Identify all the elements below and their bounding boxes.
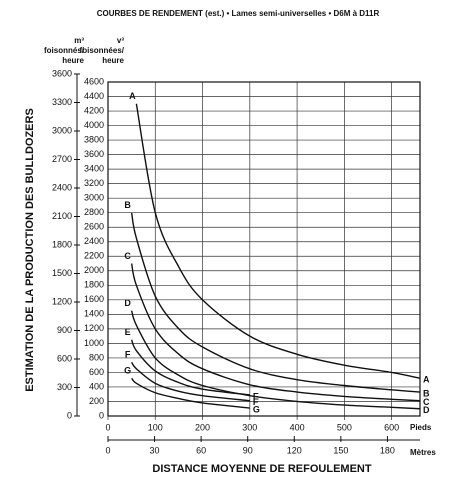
y-tick-label: 4400 xyxy=(84,91,104,101)
y-tick-label: 1400 xyxy=(84,309,104,319)
y-tick-label: 2000 xyxy=(84,265,104,275)
y2-unit-label: m³ foisonnés/ heure xyxy=(43,36,84,65)
curve-end-label: B xyxy=(423,388,430,398)
curve-label: D xyxy=(124,298,131,308)
y-tick-label: 3000 xyxy=(84,193,104,203)
y-tick-label: 3200 xyxy=(84,178,104,188)
x2-tick-label: 0 xyxy=(105,445,110,455)
x-tick-label: 100 xyxy=(148,422,163,432)
y-tick-label: 1600 xyxy=(84,294,104,304)
curve-end-label: A xyxy=(423,375,430,385)
curve-label: G xyxy=(124,366,131,376)
y-unit: v³ foisonnées/ heure xyxy=(79,36,124,65)
x2-tick-label: 180 xyxy=(380,445,395,455)
x2-tick-label: 30 xyxy=(150,445,160,455)
y2-tick-label: 1500 xyxy=(52,268,72,278)
x-tick-label: 200 xyxy=(195,422,210,432)
x2-tick-label: 120 xyxy=(287,445,302,455)
y-tick-label: 2600 xyxy=(84,222,104,232)
y2-tick-label: 0 xyxy=(67,410,72,420)
y-tick-label: 1000 xyxy=(84,338,104,348)
y-tick-label: 600 xyxy=(89,367,104,377)
x2-tick-label: 150 xyxy=(333,445,348,455)
y-tick-label: 1800 xyxy=(84,280,104,290)
curve-label: F xyxy=(125,350,131,360)
x-tick-label: 500 xyxy=(337,422,352,432)
y2-tick-label: 1200 xyxy=(52,296,72,306)
y2-tick-label: 3600 xyxy=(52,68,72,78)
y2-tick-label: 3300 xyxy=(52,97,72,107)
y-tick-label: 4600 xyxy=(84,76,104,86)
curve xyxy=(131,361,250,402)
y-tick-label: 800 xyxy=(89,352,104,362)
y2-tick-label: 2100 xyxy=(52,211,72,221)
y-tick-label: 400 xyxy=(89,381,104,391)
y-unit-label: v³ foisonnées/ heure xyxy=(79,36,124,65)
curve-end-label: E xyxy=(253,391,259,401)
y2-unit: m³ foisonnés/ heure xyxy=(43,36,84,65)
curve-label: B xyxy=(124,200,131,210)
curve-label: E xyxy=(125,327,131,337)
y2-tick-label: 300 xyxy=(57,382,72,392)
curve-end-label: D xyxy=(423,405,430,415)
y2-tick-label: 900 xyxy=(57,325,72,335)
x-tick-label: 300 xyxy=(242,422,257,432)
y2-tick-label: 2400 xyxy=(52,182,72,192)
x-tick-label: 600 xyxy=(384,422,399,432)
x2-unit-label: Mètres xyxy=(410,448,436,457)
curve xyxy=(130,263,421,402)
y-tick-label: 1200 xyxy=(84,323,104,333)
curve xyxy=(130,212,421,393)
y-title: ESTIMATION DE LA PRODUCTION DES BULLDOZE… xyxy=(24,108,36,392)
x-tick-label: 400 xyxy=(290,422,305,432)
x-title: DISTANCE MOYENNE DE REFOULEMENT xyxy=(152,463,371,475)
curve xyxy=(130,310,421,410)
y-tick-label: 2200 xyxy=(84,251,104,261)
y-tick-label: 2800 xyxy=(84,207,104,217)
y-tick-label: 2400 xyxy=(84,236,104,246)
x-unit-label: Pieds xyxy=(410,423,432,432)
y2-tick-label: 1800 xyxy=(52,239,72,249)
y2-tick-label: 3000 xyxy=(52,125,72,135)
y2-tick-label: 600 xyxy=(57,353,72,363)
x-tick-label: 0 xyxy=(105,422,110,432)
y-tick-label: 3600 xyxy=(84,149,104,159)
y2-tick-label: 2700 xyxy=(52,154,72,164)
curve xyxy=(131,377,250,409)
x2-tick-label: 60 xyxy=(196,445,206,455)
y-tick-label: 4000 xyxy=(84,120,104,130)
curve xyxy=(135,103,421,379)
curve-label: C xyxy=(124,251,131,261)
curve-end-label: F xyxy=(253,397,259,407)
curve-end-label: G xyxy=(253,404,260,414)
plot-frame xyxy=(107,81,421,417)
y-tick-label: 3400 xyxy=(84,164,104,174)
y-tick-label: 4200 xyxy=(84,105,104,115)
y-tick-label: 3800 xyxy=(84,134,104,144)
x2-tick-label: 90 xyxy=(243,445,253,455)
y-tick-label: 200 xyxy=(89,396,104,406)
chart-title: COURBES DE RENDEMENT (est.) • Lames semi… xyxy=(97,9,380,18)
curve xyxy=(130,339,250,396)
curve-label: A xyxy=(129,91,136,101)
y-tick-label: 0 xyxy=(99,410,104,420)
curve-end-label: C xyxy=(423,397,430,407)
